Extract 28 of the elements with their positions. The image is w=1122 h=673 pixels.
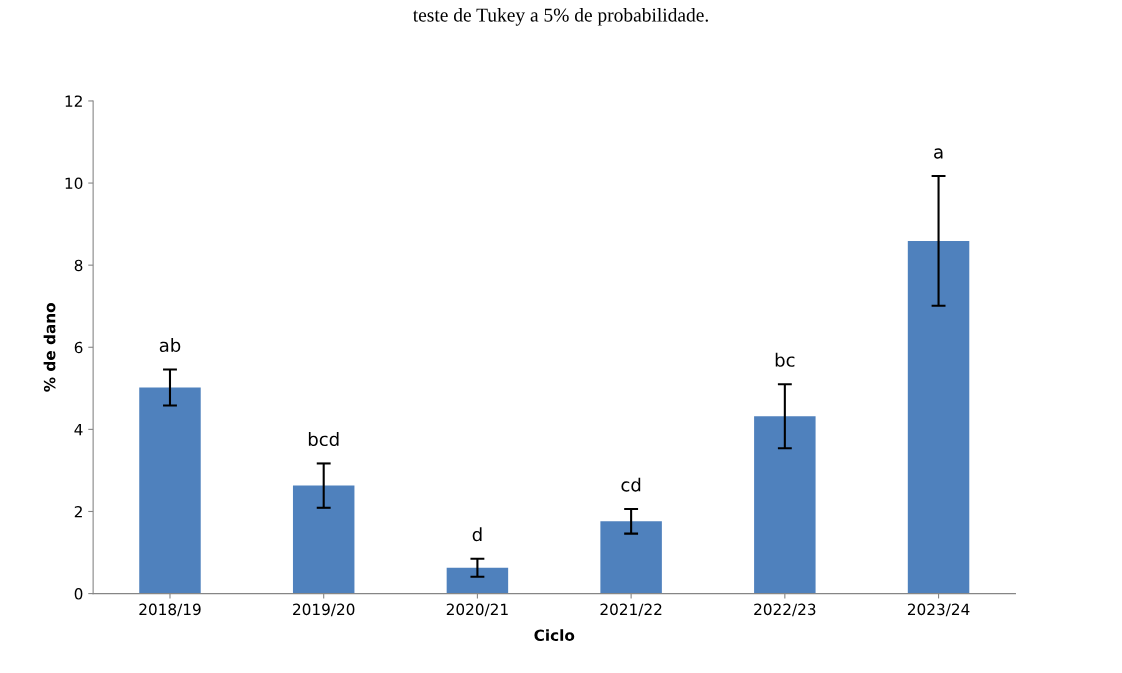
y-tick-label: 8 <box>74 259 83 272</box>
x-tick-label: 2018/19 <box>139 603 201 617</box>
y-tick-label: 10 <box>65 177 83 190</box>
x-tick-label: 2019/20 <box>293 603 355 617</box>
annotation: d <box>472 527 482 542</box>
x-tick-label: 2022/23 <box>754 603 816 617</box>
annotation: cd <box>621 477 641 492</box>
text: teste de Tukey a 5% de probabilidade. <box>412 7 708 26</box>
bar <box>292 485 355 594</box>
y-tick-label: 4 <box>74 424 83 436</box>
bar <box>907 240 970 594</box>
annotation: bcd <box>308 432 339 447</box>
bar <box>600 521 662 594</box>
annotation: bc <box>775 352 795 367</box>
y-tick-label: 12 <box>65 95 82 107</box>
y-axis-title: % de dano <box>43 302 56 392</box>
x-axis-title: Ciclo <box>534 629 575 642</box>
y-tick-label: 6 <box>74 341 83 354</box>
annotation: a <box>934 148 943 159</box>
annotation: ab <box>159 338 181 353</box>
x-tick-label: 2020/21 <box>446 603 508 617</box>
x-tick-label: 2023/24 <box>907 603 970 617</box>
y-tick-label: 0 <box>74 588 83 600</box>
y-tick-label: 2 <box>74 505 82 518</box>
bar <box>446 567 509 594</box>
bar <box>754 416 816 594</box>
x-tick-label: 2021/22 <box>600 603 662 617</box>
bar <box>139 387 201 594</box>
